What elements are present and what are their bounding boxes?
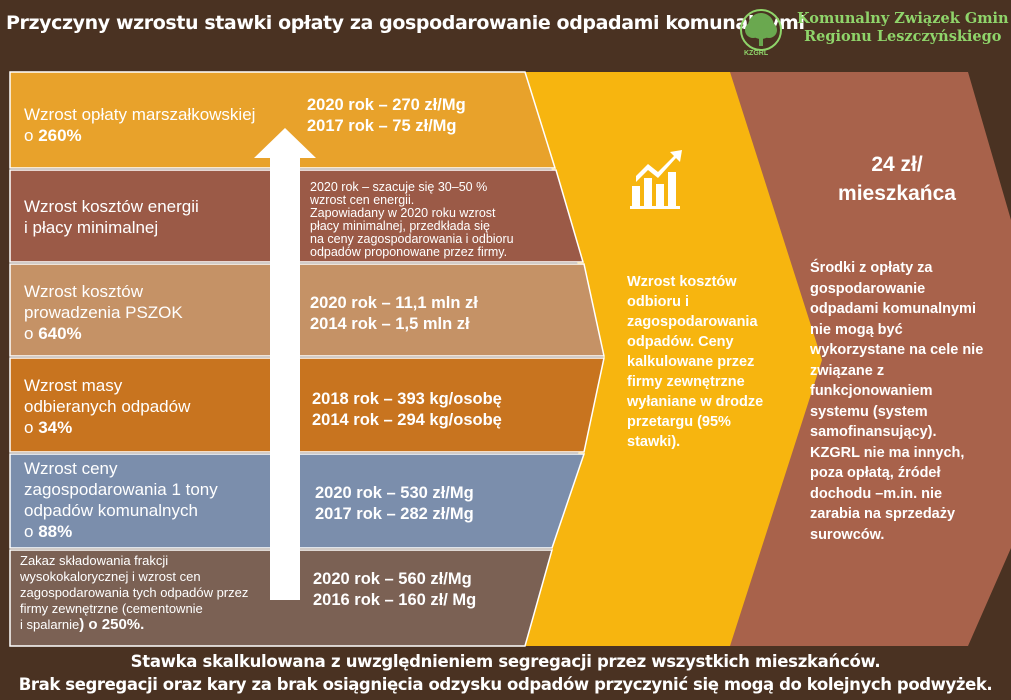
- right-title-line2: mieszkańca: [838, 182, 956, 205]
- row3-label-line1: Wzrost kosztów: [24, 282, 144, 301]
- right-title-line1: 24 zł/: [871, 153, 923, 176]
- up-arrow-shape: [254, 128, 316, 600]
- row3-prefix: o: [24, 324, 39, 343]
- row4-stats: 2018 rok – 393 kg/osobę 2014 rok – 294 k…: [312, 389, 502, 431]
- row3-shape: [9, 263, 605, 357]
- row6-stats: 2020 rok – 560 zł/Mg 2016 rok – 160 zł/ …: [313, 569, 476, 611]
- row6-label: Zakaz składowania frakcji wysokokalorycz…: [20, 553, 310, 633]
- row6-label-line1: Zakaz składowania frakcji: [20, 553, 169, 568]
- row4-shape: [9, 357, 605, 453]
- row4-value: 34%: [38, 418, 73, 437]
- row4-label-line1: Wzrost masy: [24, 376, 123, 395]
- row1-prefix: o: [24, 126, 39, 145]
- row6-stat2: 2016 rok – 160 zł/ Mg: [313, 591, 477, 609]
- row1-label-text: Wzrost opłaty marszałkowskiej: [24, 105, 256, 124]
- row4-prefix: o: [24, 418, 39, 437]
- row2-note-line5: na ceny zagospodarowania i odbioru: [310, 232, 514, 246]
- row2-label: Wzrost kosztów energii i płacy minimalne…: [24, 196, 264, 238]
- row6-label-line2: wysokokalorycznej i wzrost cen: [20, 569, 201, 584]
- row6-label-line3: zagospodarowania tych odpadów przez: [20, 585, 249, 600]
- footer-line1: Stawka skalkulowana z uwzględnieniem seg…: [130, 652, 881, 671]
- middle-description: Wzrost kosztów odbioru i zagospodarowani…: [627, 274, 764, 450]
- row3-stat1: 2020 rok – 11,1 mln zł: [310, 294, 478, 312]
- organization-name-line1: Komunalny Związek Gmin: [797, 10, 1009, 27]
- right-title: 24 zł/ mieszkańca: [812, 150, 982, 208]
- row5-label: Wzrost ceny zagospodarowania 1 tony odpa…: [24, 458, 264, 542]
- row6-stat1: 2020 rok – 560 zł/Mg: [313, 570, 472, 588]
- row2-note: 2020 rok – szacuje się 30–50 % wzrost ce…: [310, 181, 570, 259]
- row4-label: Wzrost masy odbieranych odpadów o 34%: [24, 375, 264, 438]
- row1-label: Wzrost opłaty marszałkowskiej o 260%: [24, 104, 294, 146]
- row5-label-line1: Wzrost ceny: [24, 459, 118, 478]
- row4-label-line2: odbieranych odpadów: [24, 397, 191, 416]
- row4-stat1: 2018 rok – 393 kg/osobę: [312, 390, 502, 408]
- page-title: Przyczyny wzrostu stawki opłaty za gospo…: [6, 12, 805, 34]
- footer-line2: Brak segregacji oraz kary za brak osiągn…: [18, 675, 993, 694]
- row6-label-line5b: ) o 250%.: [79, 616, 145, 633]
- row5-value: 88%: [38, 522, 73, 541]
- row5-label-line3: odpadów komunalnych: [24, 501, 198, 520]
- row4-stat2: 2014 rok – 294 kg/osobę: [312, 411, 502, 429]
- growth-chart-icon: [630, 150, 682, 209]
- organization-name: Komunalny Związek Gmin Regionu Leszczyńs…: [797, 10, 1009, 46]
- row5-label-line2: zagospodarowania 1 tony: [24, 480, 218, 499]
- row3-label: Wzrost kosztów prowadzenia PSZOK o 640%: [24, 281, 264, 344]
- middle-panel-shape: [525, 72, 822, 646]
- row1-stat2: 2017 rok – 75 zł/Mg: [307, 117, 457, 135]
- row6-label-line4: firmy zewnętrzne (cementownie: [20, 601, 203, 616]
- row2-note-line6: odpadów proponowane przez firmy.: [310, 245, 508, 259]
- row3-value: 640%: [38, 324, 82, 343]
- row5-stat2: 2017 rok – 282 zł/Mg: [315, 505, 474, 523]
- row2-note-line2: wzrost cen energii.: [310, 193, 415, 207]
- row2-label-line2: i płacy minimalnej: [24, 218, 159, 237]
- row3-stats: 2020 rok – 11,1 mln zł 2014 rok – 1,5 ml…: [310, 293, 478, 335]
- row2-note-line3: Zapowiadany w 2020 roku wzrost: [310, 206, 496, 220]
- row2-label-line1: Wzrost kosztów energii: [24, 197, 199, 216]
- row2-note-line4: płacy minimalnej, przedkłada się: [310, 219, 490, 233]
- row5-stat1: 2020 rok – 530 zł/Mg: [315, 484, 474, 502]
- right-description: Środki z opłaty za gospodarowanie odpada…: [810, 260, 984, 543]
- tree-logo-icon: [740, 9, 782, 51]
- row5-prefix: o: [24, 522, 39, 541]
- row1-shape: [9, 71, 557, 169]
- row1-value: 260%: [38, 126, 82, 145]
- row5-stats: 2020 rok – 530 zł/Mg 2017 rok – 282 zł/M…: [315, 483, 474, 525]
- right-panel-shape: [700, 72, 1011, 646]
- row3-stat2: 2014 rok – 1,5 mln zł: [310, 315, 470, 333]
- row6-label-line5a: i spalarnie: [20, 617, 80, 632]
- organization-name-line2: Regionu Leszczyńskiego: [804, 28, 1002, 45]
- logo-text: KZGRL: [744, 50, 769, 57]
- row1-stats: 2020 rok – 270 zł/Mg 2017 rok – 75 zł/Mg: [307, 95, 466, 137]
- row1-stat1: 2020 rok – 270 zł/Mg: [307, 96, 466, 114]
- row2-note-line1: 2020 rok – szacuje się 30–50 %: [310, 180, 488, 194]
- row3-label-line2: prowadzenia PSZOK: [24, 303, 183, 322]
